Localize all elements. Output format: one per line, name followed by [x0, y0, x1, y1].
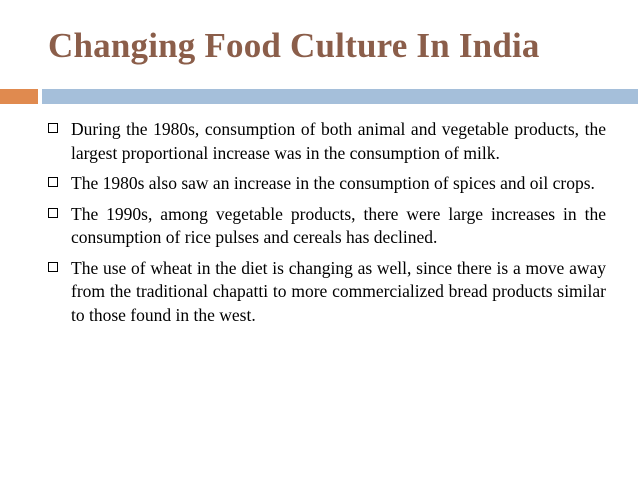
bullet-list: During the 1980s, consumption of both an…: [48, 118, 606, 334]
hollow-square-bullet-icon: [48, 207, 58, 218]
hollow-square-bullet-icon: [48, 261, 58, 272]
bullet-item: The 1990s, among vegetable products, the…: [48, 203, 606, 250]
bullet-item: The use of wheat in the diet is changing…: [48, 257, 606, 328]
slide-title: Changing Food Culture In India: [48, 26, 540, 65]
bullet-item: During the 1980s, consumption of both an…: [48, 118, 606, 165]
bullet-text: The use of wheat in the diet is changing…: [71, 257, 606, 325]
bullet-text: The 1990s, among vegetable products, the…: [71, 203, 606, 248]
hollow-square-bullet-icon: [48, 177, 58, 187]
bullet-item: The 1980s also saw an increase in the co…: [48, 172, 606, 196]
hollow-square-bullet-icon: [48, 123, 58, 133]
title-underline-bar: [42, 89, 638, 104]
bullet-text: The 1980s also saw an increase in the co…: [71, 173, 595, 193]
bullet-text: During the 1980s, consumption of both an…: [71, 119, 606, 163]
accent-bar: [0, 89, 38, 104]
